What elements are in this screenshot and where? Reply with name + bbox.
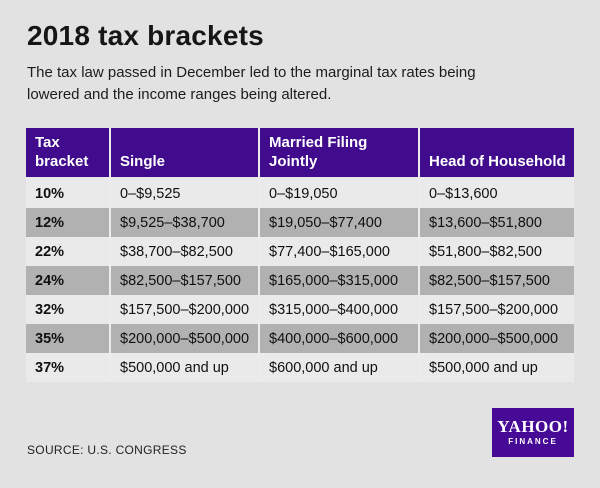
tax-brackets-table: Tax bracket Single Married Filing Jointl… bbox=[26, 128, 574, 382]
column-header-head-of-household: Head of Household bbox=[418, 128, 574, 179]
single-range-cell: $500,000 and up bbox=[109, 353, 259, 382]
bracket-cell: 32% bbox=[26, 295, 110, 324]
single-range-cell: $200,000–$500,000 bbox=[109, 324, 259, 353]
table-row: 35% $200,000–$500,000 $400,000–$600,000 … bbox=[26, 324, 574, 353]
column-header-single: Single bbox=[109, 128, 259, 179]
yahoo-finance-logo: YAHOO! FINANCE bbox=[492, 408, 574, 457]
head-range-cell: $200,000–$500,000 bbox=[418, 324, 574, 353]
bracket-cell: 37% bbox=[26, 353, 110, 382]
source-text: SOURCE: U.S. CONGRESS bbox=[27, 443, 187, 457]
table-row: 32% $157,500–$200,000 $315,000–$400,000 … bbox=[26, 295, 574, 324]
single-range-cell: 0–$9,525 bbox=[109, 178, 259, 208]
married-range-cell: $400,000–$600,000 bbox=[258, 324, 419, 353]
married-range-cell: $19,050–$77,400 bbox=[258, 208, 419, 237]
single-range-cell: $9,525–$38,700 bbox=[109, 208, 259, 237]
finance-logo-text: FINANCE bbox=[508, 437, 558, 446]
page-title: 2018 tax brackets bbox=[27, 20, 264, 51]
bracket-cell: 12% bbox=[26, 208, 110, 237]
head-range-cell: $13,600–$51,800 bbox=[418, 208, 574, 237]
married-range-cell: 0–$19,050 bbox=[258, 178, 419, 208]
table-row: 24% $82,500–$157,500 $165,000–$315,000 $… bbox=[26, 266, 574, 295]
table-row: 10% 0–$9,525 0–$19,050 0–$13,600 bbox=[26, 178, 574, 208]
married-range-cell: $165,000–$315,000 bbox=[258, 266, 419, 295]
table-header: Tax bracket Single Married Filing Jointl… bbox=[26, 128, 574, 179]
bracket-cell: 24% bbox=[26, 266, 110, 295]
head-range-cell: 0–$13,600 bbox=[418, 178, 574, 208]
single-range-cell: $82,500–$157,500 bbox=[109, 266, 259, 295]
table-header-row: Tax bracket Single Married Filing Jointl… bbox=[26, 128, 574, 179]
bracket-cell: 10% bbox=[26, 178, 110, 208]
table-body: 10% 0–$9,525 0–$19,050 0–$13,600 12% $9,… bbox=[26, 178, 574, 382]
page-subtitle: The tax law passed in December led to th… bbox=[27, 64, 476, 103]
married-range-cell: $600,000 and up bbox=[258, 353, 419, 382]
column-header-married-filing-jointly: Married Filing Jointly bbox=[258, 128, 419, 179]
bracket-cell: 35% bbox=[26, 324, 110, 353]
head-range-cell: $157,500–$200,000 bbox=[418, 295, 574, 324]
yahoo-logo-text: YAHOO! bbox=[497, 417, 569, 436]
single-range-cell: $157,500–$200,000 bbox=[109, 295, 259, 324]
table-row: 12% $9,525–$38,700 $19,050–$77,400 $13,6… bbox=[26, 208, 574, 237]
table-row: 22% $38,700–$82,500 $77,400–$165,000 $51… bbox=[26, 237, 574, 266]
single-range-cell: $38,700–$82,500 bbox=[109, 237, 259, 266]
married-range-cell: $315,000–$400,000 bbox=[258, 295, 419, 324]
head-range-cell: $51,800–$82,500 bbox=[418, 237, 574, 266]
married-range-cell: $77,400–$165,000 bbox=[258, 237, 419, 266]
column-header-tax-bracket: Tax bracket bbox=[26, 128, 110, 179]
head-range-cell: $500,000 and up bbox=[418, 353, 574, 382]
bracket-cell: 22% bbox=[26, 237, 110, 266]
head-range-cell: $82,500–$157,500 bbox=[418, 266, 574, 295]
table-row: 37% $500,000 and up $600,000 and up $500… bbox=[26, 353, 574, 382]
